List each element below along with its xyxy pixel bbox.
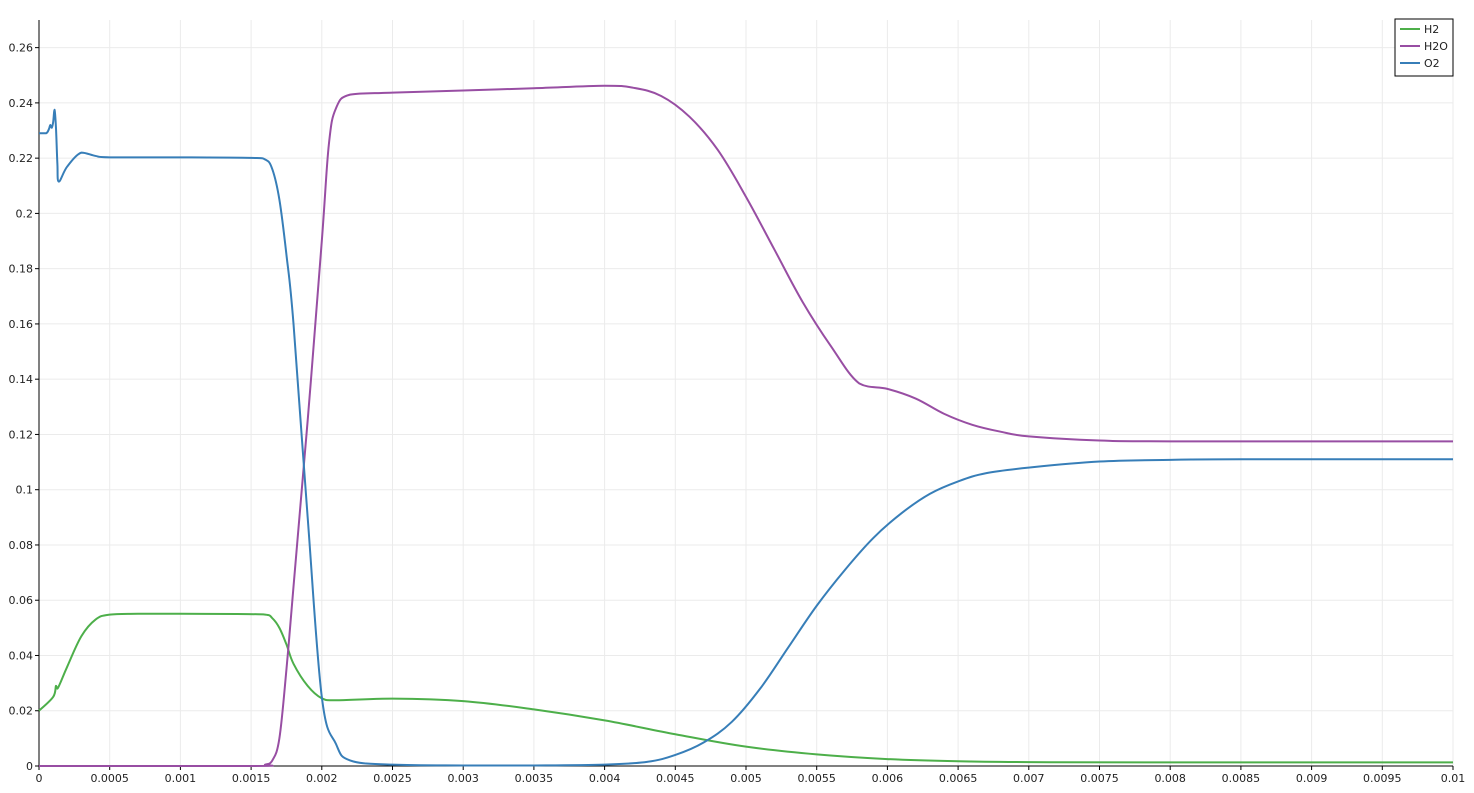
y-tick-label: 0.26 bbox=[9, 42, 34, 55]
x-tick-label: 0.0095 bbox=[1363, 772, 1402, 785]
series-line-h2 bbox=[38, 612, 1453, 764]
x-tick-label: 0.009 bbox=[1296, 772, 1328, 785]
y-tick-label: 0.06 bbox=[9, 594, 34, 607]
y-tick-label: 0.02 bbox=[9, 705, 34, 718]
x-tick-label: 0.01 bbox=[1441, 772, 1466, 785]
y-tick-label: 0.08 bbox=[9, 539, 34, 552]
series-lines bbox=[38, 84, 1453, 768]
x-tick-label: 0.006 bbox=[872, 772, 904, 785]
y-tick-label: 0.04 bbox=[9, 649, 34, 662]
x-tick-label: 0.0075 bbox=[1080, 772, 1119, 785]
y-tick-label: 0.16 bbox=[9, 318, 34, 331]
x-tick-label: 0.0005 bbox=[90, 772, 129, 785]
x-tick-label: 0.002 bbox=[306, 772, 338, 785]
axes bbox=[35, 20, 1454, 770]
x-tick-label: 0.0025 bbox=[373, 772, 412, 785]
x-tick-label: 0.005 bbox=[730, 772, 762, 785]
x-tick-label: 0.008 bbox=[1154, 772, 1186, 785]
x-tick-label: 0 bbox=[36, 772, 43, 785]
y-tick-label: 0.14 bbox=[9, 373, 34, 386]
legend-label: H2O bbox=[1424, 40, 1448, 53]
legend: H2 H2O O2 bbox=[1394, 18, 1454, 77]
y-tick-label: 0.22 bbox=[9, 152, 34, 165]
y-tick-label: 0.18 bbox=[9, 263, 34, 276]
grid-lines bbox=[38, 20, 1454, 767]
legend-label: O2 bbox=[1424, 57, 1440, 70]
series-line-o2 bbox=[39, 108, 1453, 767]
x-tick-label: 0.001 bbox=[165, 772, 197, 785]
x-tick-label: 0.007 bbox=[1013, 772, 1045, 785]
x-tick-label: 0.0045 bbox=[656, 772, 695, 785]
y-tick-label: 0.1 bbox=[16, 484, 34, 497]
y-tick-label: 0.24 bbox=[9, 97, 34, 110]
x-tick-label: 0.0015 bbox=[232, 772, 271, 785]
tick-labels: 0 0.02 0.04 0.06 0.08 0.1 0.12 0.14 0.16 0.18 0.2 0… bbox=[9, 42, 1466, 785]
y-tick-label: 0.12 bbox=[9, 428, 34, 441]
x-tick-label: 0.003 bbox=[447, 772, 479, 785]
y-tick-label: 0.2 bbox=[16, 207, 34, 220]
x-tick-label: 0.0055 bbox=[797, 772, 836, 785]
x-tick-label: 0.0085 bbox=[1222, 772, 1261, 785]
x-tick-label: 0.004 bbox=[589, 772, 621, 785]
x-tick-label: 0.0035 bbox=[515, 772, 554, 785]
legend-label: H2 bbox=[1424, 23, 1439, 36]
series-line-h2o bbox=[39, 84, 1453, 768]
x-tick-label: 0.0065 bbox=[939, 772, 978, 785]
y-tick-label: 0 bbox=[26, 760, 33, 773]
